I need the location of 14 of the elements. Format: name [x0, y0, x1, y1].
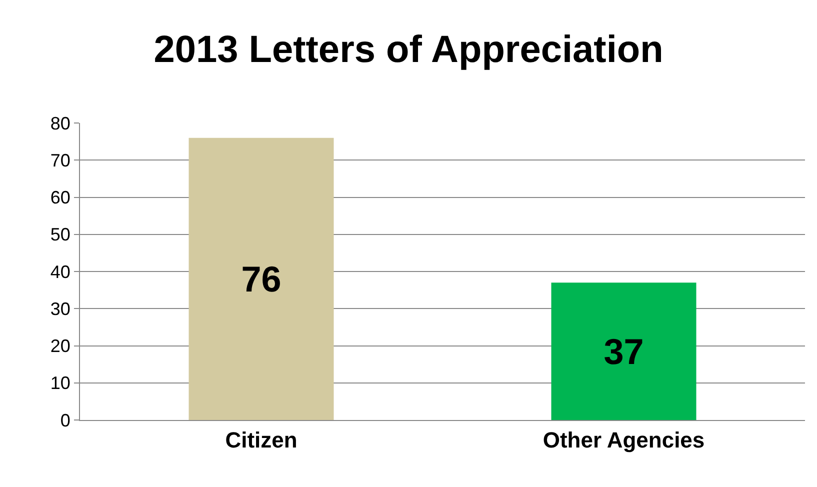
y-tick-label: 80 [50, 113, 70, 134]
y-tick-label: 70 [50, 150, 70, 170]
data-label: 37 [604, 330, 644, 372]
data-label: 76 [241, 258, 282, 300]
y-tick-label: 20 [50, 336, 70, 356]
x-tick-label: Other Agencies [542, 427, 705, 452]
y-tick-label: 0 [60, 410, 70, 430]
y-tick-label: 10 [50, 373, 70, 394]
y-tick-label: 50 [50, 224, 70, 245]
y-tick-label: 40 [50, 262, 70, 282]
x-tick-label: Citizen [225, 427, 298, 452]
y-tick-label: 30 [50, 298, 70, 319]
y-tick-label: 60 [50, 188, 70, 208]
chart-title: 2013 Letters of Appreciation [154, 29, 664, 71]
